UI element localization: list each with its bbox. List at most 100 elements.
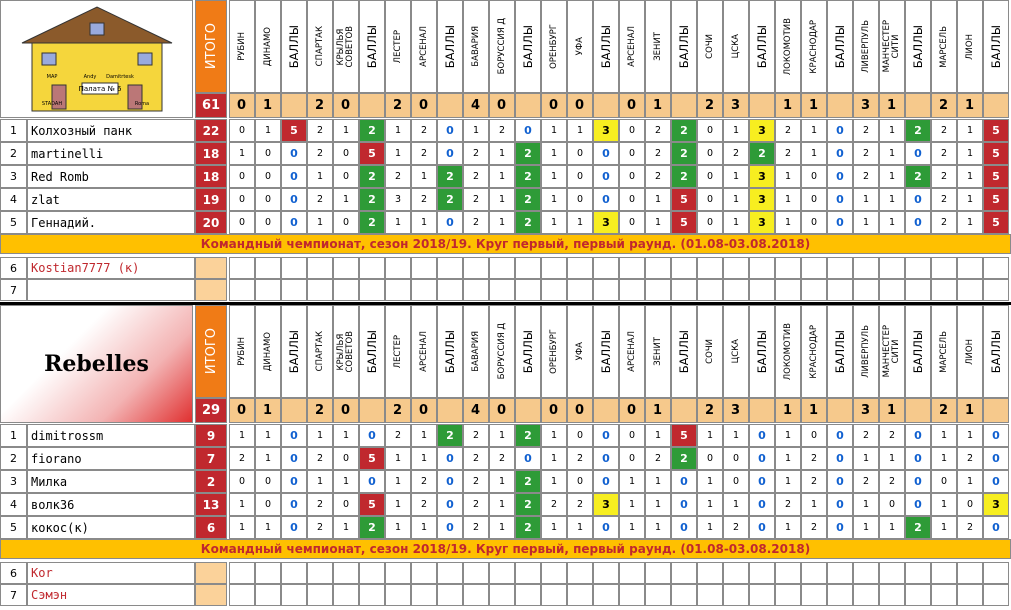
prediction-points: 0 xyxy=(437,142,463,165)
points-header: БАЛЛЫ xyxy=(359,305,385,398)
player-name: zlat xyxy=(27,188,195,211)
match-score-away: 0 xyxy=(411,93,437,118)
prediction-away: 2 xyxy=(489,119,515,142)
match-away-team: ЛИОН xyxy=(957,0,983,93)
prediction-points: 2 xyxy=(671,165,697,188)
prediction-away: 2 xyxy=(645,119,671,142)
prediction-home: 0 xyxy=(619,188,645,211)
points-header-text: БАЛЛЫ xyxy=(365,329,379,374)
prediction-home: 2 xyxy=(541,493,567,516)
prediction-home: 0 xyxy=(229,119,255,142)
prediction-home: 1 xyxy=(463,119,489,142)
match-away-team-text: БОРУССИЯ Д xyxy=(496,323,507,380)
prediction-home: 1 xyxy=(853,211,879,234)
prediction-away: 0 xyxy=(723,447,749,470)
match-away-team: КРЫЛЬЯ СОВЕТОВ xyxy=(333,0,359,93)
match-score-spacer xyxy=(437,398,463,423)
prediction-away: 1 xyxy=(255,447,281,470)
prediction-away: 0 xyxy=(255,211,281,234)
match-score-away: 1 xyxy=(957,93,983,118)
match-score-spacer xyxy=(827,93,853,118)
sub-player-name: Kor xyxy=(27,562,195,584)
sub-empty-cell xyxy=(957,562,983,584)
match-away-team-text: МАНЧЕСТЕР СИТИ xyxy=(882,20,901,73)
row-number: 2 xyxy=(0,142,27,165)
match-score-spacer xyxy=(983,93,1009,118)
prediction-home: 1 xyxy=(541,447,567,470)
prediction-points: 0 xyxy=(827,516,853,539)
sub-empty-cell xyxy=(567,584,593,606)
match-score-away: 1 xyxy=(801,398,827,423)
match-home-team: АРСЕНАЛ xyxy=(619,305,645,398)
prediction-away: 2 xyxy=(411,493,437,516)
points-header-text: БАЛЛЫ xyxy=(677,24,691,69)
prediction-home: 3 xyxy=(385,188,411,211)
match-score-spacer xyxy=(359,93,385,118)
prediction-points: 5 xyxy=(983,211,1009,234)
match-score-spacer xyxy=(281,398,307,423)
sub-empty-cell xyxy=(281,562,307,584)
sub-empty-cell xyxy=(255,584,281,606)
match-home-team: СОЧИ xyxy=(697,0,723,93)
sub-empty-cell xyxy=(333,279,359,301)
prediction-home: 1 xyxy=(775,470,801,493)
player-name: Red Romb xyxy=(27,165,195,188)
sub-empty-cell xyxy=(697,279,723,301)
prediction-home: 0 xyxy=(931,470,957,493)
prediction-away: 2 xyxy=(489,447,515,470)
prediction-home: 1 xyxy=(619,516,645,539)
logo-text: STADAH xyxy=(41,101,61,107)
match-home-team: ЛОКОМОТИВ xyxy=(775,0,801,93)
prediction-away: 0 xyxy=(801,165,827,188)
sub-empty-cell xyxy=(801,279,827,301)
prediction-points: 2 xyxy=(359,165,385,188)
sub-empty-cell xyxy=(281,584,307,606)
match-home-team: ЛОКОМОТИВ xyxy=(775,305,801,398)
prediction-home: 1 xyxy=(931,493,957,516)
match-away-team: ЦСКА xyxy=(723,0,749,93)
sub-empty-cell xyxy=(437,584,463,606)
prediction-home: 0 xyxy=(229,211,255,234)
match-score-spacer xyxy=(827,398,853,423)
match-score-home: 4 xyxy=(463,398,489,423)
player-name: Геннадий. xyxy=(27,211,195,234)
prediction-home: 0 xyxy=(697,142,723,165)
prediction-points: 0 xyxy=(905,142,931,165)
sub-empty-cell xyxy=(229,257,255,279)
sub-empty-cell xyxy=(619,562,645,584)
prediction-away: 1 xyxy=(333,188,359,211)
prediction-away: 1 xyxy=(255,424,281,447)
prediction-points: 2 xyxy=(905,516,931,539)
prediction-away: 1 xyxy=(411,211,437,234)
match-score-home: 2 xyxy=(307,93,333,118)
match-home-team-text: ЛОКОМОТИВ xyxy=(782,322,793,381)
prediction-home: 1 xyxy=(697,516,723,539)
points-header: БАЛЛЫ xyxy=(359,0,385,93)
prediction-home: 2 xyxy=(931,142,957,165)
match-score-spacer xyxy=(593,93,619,118)
match-away-team: КРАСНОДАР xyxy=(801,0,827,93)
prediction-away: 0 xyxy=(567,142,593,165)
sub-empty-cell xyxy=(229,584,255,606)
match-away-team: ЗЕНИТ xyxy=(645,305,671,398)
match-score-home: 2 xyxy=(697,398,723,423)
prediction-home: 1 xyxy=(307,424,333,447)
points-header-text: БАЛЛЫ xyxy=(833,24,847,69)
match-away-team: УФА xyxy=(567,305,593,398)
match-away-team: ЦСКА xyxy=(723,305,749,398)
prediction-away: 2 xyxy=(645,447,671,470)
sub-empty-cell xyxy=(671,584,697,606)
prediction-home: 1 xyxy=(385,142,411,165)
prediction-home: 0 xyxy=(229,470,255,493)
prediction-away: 1 xyxy=(645,493,671,516)
prediction-points: 5 xyxy=(281,119,307,142)
prediction-away: 1 xyxy=(411,165,437,188)
prediction-away: 2 xyxy=(723,142,749,165)
prediction-home: 1 xyxy=(385,447,411,470)
prediction-points: 0 xyxy=(671,470,697,493)
match-score-spacer xyxy=(281,93,307,118)
sub-row-number: 6 xyxy=(0,562,27,584)
prediction-home: 0 xyxy=(619,211,645,234)
prediction-points: 3 xyxy=(749,188,775,211)
player-name: волк36 xyxy=(27,493,195,516)
